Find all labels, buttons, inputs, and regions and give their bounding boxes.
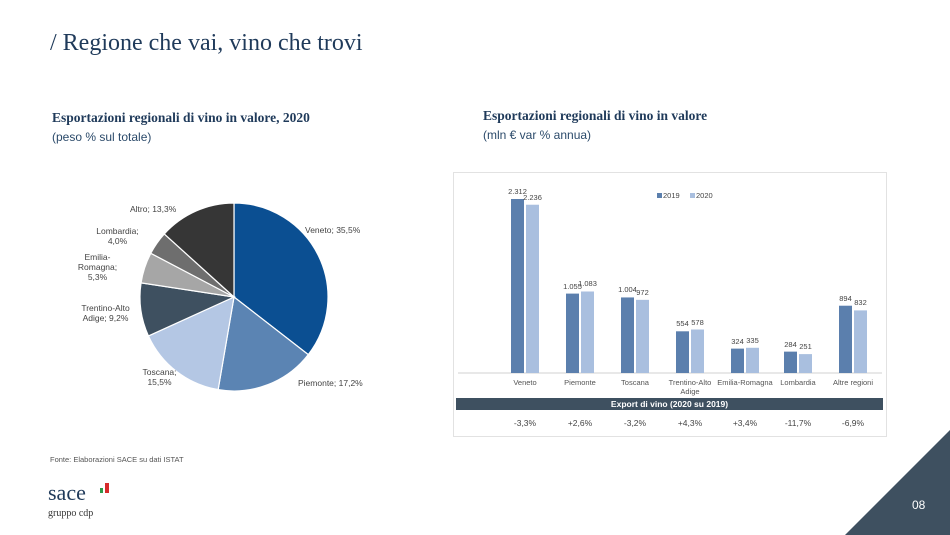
source-note: Fonte: Elaborazioni SACE su dati ISTAT xyxy=(50,455,184,464)
category-label: Toscana xyxy=(621,378,649,387)
bar-chart-subtitle: (mln € var % annua) xyxy=(483,128,592,142)
bar-value-label: 554 xyxy=(676,319,689,329)
bar-chart-title: Esportazioni regionali di vino in valore xyxy=(483,108,708,123)
category-label: Veneto xyxy=(513,378,537,387)
bar-value-label: 972 xyxy=(636,287,649,297)
change-value: +2,6% xyxy=(567,418,593,428)
bar-2019-lombardia xyxy=(784,351,797,373)
bar-value-label: 578 xyxy=(691,317,704,327)
bar-value-label: 1.083 xyxy=(578,279,597,289)
bar-chart-frame xyxy=(453,172,887,437)
bar-2020-trentino-alto-adige xyxy=(691,329,704,373)
pie-label: Lombardia; 4,0% xyxy=(96,226,139,246)
corner-triangle xyxy=(845,430,950,535)
bar-value-label: 2.312 xyxy=(508,187,527,196)
bar-chart xyxy=(458,193,882,374)
bar-2019-toscana xyxy=(621,297,634,373)
bar-2020-emilia-romagna xyxy=(746,347,759,373)
bar-2020-lombardia xyxy=(799,354,812,373)
bar-value-label: 894 xyxy=(839,293,852,303)
change-value: -3,3% xyxy=(513,418,537,428)
change-value: -3,2% xyxy=(623,418,647,428)
change-value: -11,7% xyxy=(784,418,812,428)
change-value: +3,4% xyxy=(732,418,758,428)
pie-slice-toscana xyxy=(147,295,235,391)
bar-value-label: 324 xyxy=(731,336,744,346)
change-value: +4,3% xyxy=(677,418,703,428)
change-table-header: Export di vino (2020 su 2019) xyxy=(456,398,883,410)
change-value: -6,9% xyxy=(841,418,865,428)
category-label: Emilia-Romagna xyxy=(717,378,773,387)
page-title: / Regione che vai, vino che trovi xyxy=(50,30,363,56)
category-label: Lombardia xyxy=(780,378,816,387)
category-label: Trentino-Alto Adige xyxy=(668,378,712,396)
bar-value-label: 2.236 xyxy=(523,192,542,202)
bar-value-label: 284 xyxy=(784,339,797,349)
category-label: Altre regioni xyxy=(832,378,874,387)
sace-logo: sace xyxy=(48,480,86,505)
bar-2020-piemonte xyxy=(581,291,594,373)
bar-2020-altre-regioni xyxy=(854,310,867,373)
pie-label: Altro; 13,3% xyxy=(130,204,177,214)
pie-label: Veneto; 35,5% xyxy=(305,225,361,235)
bar-value-label: 1.004 xyxy=(618,285,637,295)
pie-label: Piemonte; 17,2% xyxy=(298,378,363,388)
pie-label: Toscana; 15,5% xyxy=(142,367,177,387)
bar-value-label: 832 xyxy=(854,298,867,308)
pie-slice-veneto xyxy=(233,202,329,356)
bar-2020-toscana xyxy=(636,299,649,373)
legend-label: 2019 xyxy=(663,191,680,200)
pie-slice-piemonte xyxy=(217,295,310,392)
legend-label: 2020 xyxy=(696,191,713,200)
bar-2020-veneto xyxy=(526,204,539,373)
pie-slice-altro xyxy=(163,202,235,299)
pie-label: Trentino-Alto Adige; 9,2% xyxy=(81,303,130,323)
category-label: Piemonte xyxy=(564,378,596,387)
logo-flag-icon xyxy=(100,483,110,493)
pie-chart xyxy=(139,202,329,392)
bar-value-label: 335 xyxy=(746,335,759,345)
bar-value-label: 251 xyxy=(799,342,812,352)
bar-2019-trentino-alto-adige xyxy=(676,331,689,373)
bar-value-label: 1.055 xyxy=(563,281,582,291)
bar-2019-veneto xyxy=(511,199,524,373)
bar-2019-piemonte xyxy=(566,293,579,373)
legend-swatch-2019 xyxy=(657,193,662,198)
legend-swatch-2020 xyxy=(690,193,695,198)
bar-2019-altre-regioni xyxy=(839,305,852,373)
pie-chart-title: Esportazioni regionali di vino in valore… xyxy=(52,110,310,125)
page-number: 08 xyxy=(912,498,926,512)
logo-subtitle: gruppo cdp xyxy=(48,508,94,519)
bar-2019-emilia-romagna xyxy=(731,348,744,373)
pie-chart-subtitle: (peso % sul totale) xyxy=(52,130,152,144)
pie-label: Emilia-Romagna; 5,3% xyxy=(77,252,118,282)
